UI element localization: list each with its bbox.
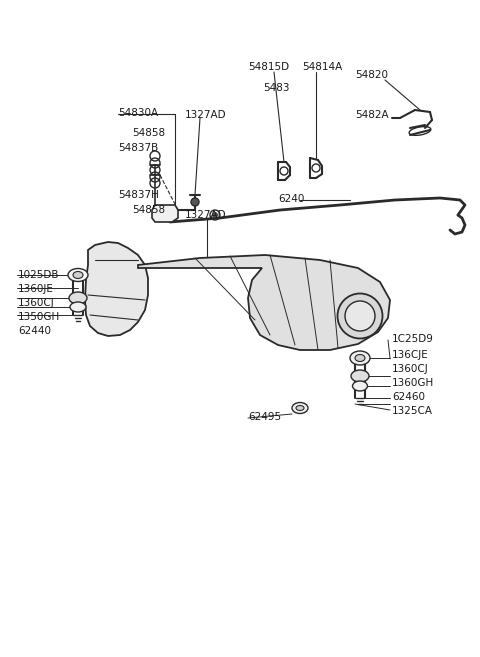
Text: 54837B: 54837B <box>118 143 158 153</box>
Polygon shape <box>138 255 390 350</box>
Text: 54858: 54858 <box>132 205 165 215</box>
Text: 54858: 54858 <box>132 128 165 138</box>
Ellipse shape <box>352 381 368 391</box>
Text: 1360CJ: 1360CJ <box>18 298 55 308</box>
Ellipse shape <box>355 355 365 361</box>
Text: 136CJE: 136CJE <box>392 350 429 360</box>
Text: 1360GH: 1360GH <box>392 378 434 388</box>
Text: 6240: 6240 <box>278 194 304 204</box>
Text: 1360CJ: 1360CJ <box>392 364 429 374</box>
Ellipse shape <box>296 405 304 411</box>
Text: 54815D: 54815D <box>248 62 289 72</box>
Ellipse shape <box>292 403 308 413</box>
Circle shape <box>191 198 199 206</box>
Text: 62440: 62440 <box>18 326 51 336</box>
Text: 1C25D9: 1C25D9 <box>392 334 434 344</box>
Ellipse shape <box>337 294 383 338</box>
Polygon shape <box>152 205 178 222</box>
Text: 1360JE: 1360JE <box>18 284 54 294</box>
Text: 5482A: 5482A <box>355 110 389 120</box>
Text: 1327AD: 1327AD <box>185 110 227 120</box>
Text: 54820: 54820 <box>355 70 388 80</box>
Text: 54837H: 54837H <box>118 190 159 200</box>
Text: 62460: 62460 <box>392 392 425 402</box>
Text: 62495: 62495 <box>248 412 281 422</box>
Polygon shape <box>85 242 148 336</box>
Ellipse shape <box>68 269 88 281</box>
Text: 1025DB: 1025DB <box>18 270 60 280</box>
Ellipse shape <box>351 370 369 382</box>
Text: 1350GH: 1350GH <box>18 312 60 322</box>
Text: 1327AD: 1327AD <box>185 210 227 220</box>
Text: 54830A: 54830A <box>118 108 158 118</box>
Ellipse shape <box>345 301 375 331</box>
Ellipse shape <box>350 351 370 365</box>
Text: 54814A: 54814A <box>302 62 342 72</box>
Text: 5483: 5483 <box>263 83 289 93</box>
Circle shape <box>213 212 217 217</box>
Ellipse shape <box>73 271 83 279</box>
Ellipse shape <box>70 302 86 312</box>
Ellipse shape <box>69 292 87 304</box>
Text: 1325CA: 1325CA <box>392 406 433 416</box>
